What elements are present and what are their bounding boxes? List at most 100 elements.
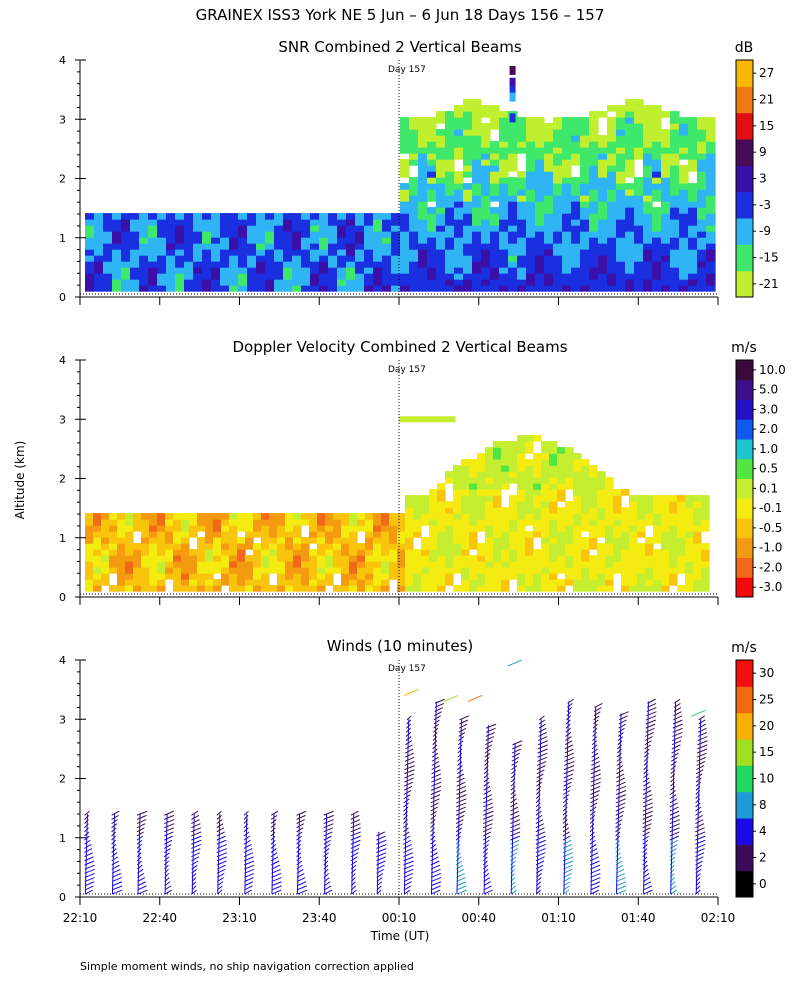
snr-cell bbox=[418, 255, 428, 262]
snr-cell bbox=[544, 147, 554, 154]
snr-cell bbox=[292, 225, 302, 232]
snr-cell bbox=[562, 189, 572, 196]
snr-cell bbox=[454, 141, 464, 148]
wind-barb bbox=[455, 814, 465, 820]
wind-barb bbox=[84, 815, 90, 820]
doppler-cell bbox=[93, 519, 102, 526]
wind-barb bbox=[672, 727, 683, 733]
snr-cell bbox=[283, 219, 293, 226]
snr-cell bbox=[544, 219, 554, 226]
snr-cell bbox=[598, 243, 608, 250]
wind-barb bbox=[616, 777, 626, 783]
snr-cell bbox=[580, 183, 590, 190]
doppler-cell bbox=[669, 567, 678, 574]
doppler-cell bbox=[413, 513, 422, 520]
snr-cell bbox=[589, 261, 599, 268]
snr-cell bbox=[589, 111, 599, 118]
snr-cell bbox=[535, 225, 545, 232]
snr-cell bbox=[697, 171, 707, 178]
wind-barb bbox=[695, 814, 703, 820]
snr-cell bbox=[283, 243, 293, 250]
snr-cell bbox=[526, 189, 536, 196]
wind-barb bbox=[563, 881, 571, 887]
doppler-cell bbox=[221, 543, 230, 550]
y-tick-label: 4 bbox=[59, 354, 66, 367]
snr-cell bbox=[535, 195, 545, 202]
doppler-cell bbox=[357, 561, 366, 568]
wind-barb bbox=[164, 889, 173, 895]
snr-cell bbox=[598, 111, 608, 118]
wind-barb bbox=[403, 843, 412, 849]
doppler-cell bbox=[381, 537, 390, 544]
doppler-cell bbox=[197, 513, 206, 520]
snr-cell bbox=[580, 195, 590, 202]
snr-cell bbox=[274, 213, 284, 220]
snr-cell bbox=[589, 153, 599, 160]
wind-barb bbox=[296, 860, 303, 866]
doppler-cell bbox=[181, 531, 190, 538]
doppler-cell bbox=[421, 519, 430, 526]
doppler-cell bbox=[421, 495, 430, 502]
snr-colorbar-swatch bbox=[736, 60, 753, 87]
wind-barb bbox=[350, 856, 358, 862]
snr-cell bbox=[481, 201, 491, 208]
doppler-cell bbox=[413, 585, 422, 592]
doppler-cell bbox=[421, 567, 430, 574]
doppler-cell bbox=[533, 561, 542, 568]
snr-cell bbox=[481, 249, 491, 256]
wind-barb bbox=[111, 881, 123, 887]
doppler-cell bbox=[431, 416, 440, 423]
doppler-cell bbox=[413, 561, 422, 568]
snr-cell bbox=[697, 189, 707, 196]
wind-barb bbox=[615, 810, 625, 816]
snr-cell bbox=[580, 267, 590, 274]
doppler-cell bbox=[341, 549, 350, 556]
snr-cell bbox=[535, 183, 545, 190]
doppler-cell bbox=[549, 555, 558, 562]
snr-cell bbox=[598, 177, 608, 184]
snr-cell bbox=[472, 141, 482, 148]
snr-cell bbox=[607, 261, 617, 268]
snr-cell bbox=[571, 249, 581, 256]
snr-cell bbox=[427, 165, 437, 172]
doppler-cell bbox=[141, 555, 150, 562]
doppler-cell bbox=[557, 477, 566, 484]
doppler-cell bbox=[525, 573, 534, 580]
wind-barb bbox=[244, 881, 254, 887]
doppler-cell bbox=[669, 555, 678, 562]
snr-cell bbox=[643, 159, 653, 166]
snr-cell bbox=[670, 249, 680, 256]
doppler-cell bbox=[453, 555, 462, 562]
doppler-cell bbox=[245, 537, 254, 544]
snr-cell bbox=[481, 279, 491, 286]
wind-profile bbox=[296, 810, 308, 895]
snr-cell bbox=[148, 261, 158, 268]
snr-cell bbox=[544, 195, 554, 202]
doppler-cell bbox=[317, 555, 326, 562]
snr-cell bbox=[634, 105, 644, 112]
wind-barb bbox=[670, 885, 677, 891]
wind-barb bbox=[695, 798, 701, 804]
doppler-cell bbox=[685, 507, 694, 514]
wind-barb bbox=[324, 889, 333, 895]
doppler-cell bbox=[565, 519, 574, 526]
wind-barb bbox=[323, 827, 334, 833]
snr-cell bbox=[526, 213, 536, 220]
doppler-cell bbox=[437, 579, 446, 586]
doppler-cell bbox=[149, 561, 158, 568]
doppler-cell bbox=[413, 501, 422, 508]
snr-cell bbox=[634, 111, 644, 118]
doppler-cell bbox=[549, 567, 558, 574]
snr-cell bbox=[580, 135, 590, 142]
snr-cell bbox=[472, 165, 482, 172]
doppler-cell bbox=[477, 489, 486, 496]
wind-barb bbox=[271, 872, 282, 878]
snr-cell bbox=[589, 207, 599, 214]
doppler-cell bbox=[477, 579, 486, 586]
snr-cell bbox=[643, 141, 653, 148]
snr-cell bbox=[292, 261, 302, 268]
snr-cell bbox=[679, 129, 689, 136]
doppler-cell bbox=[309, 579, 318, 586]
doppler-cell bbox=[293, 555, 302, 562]
